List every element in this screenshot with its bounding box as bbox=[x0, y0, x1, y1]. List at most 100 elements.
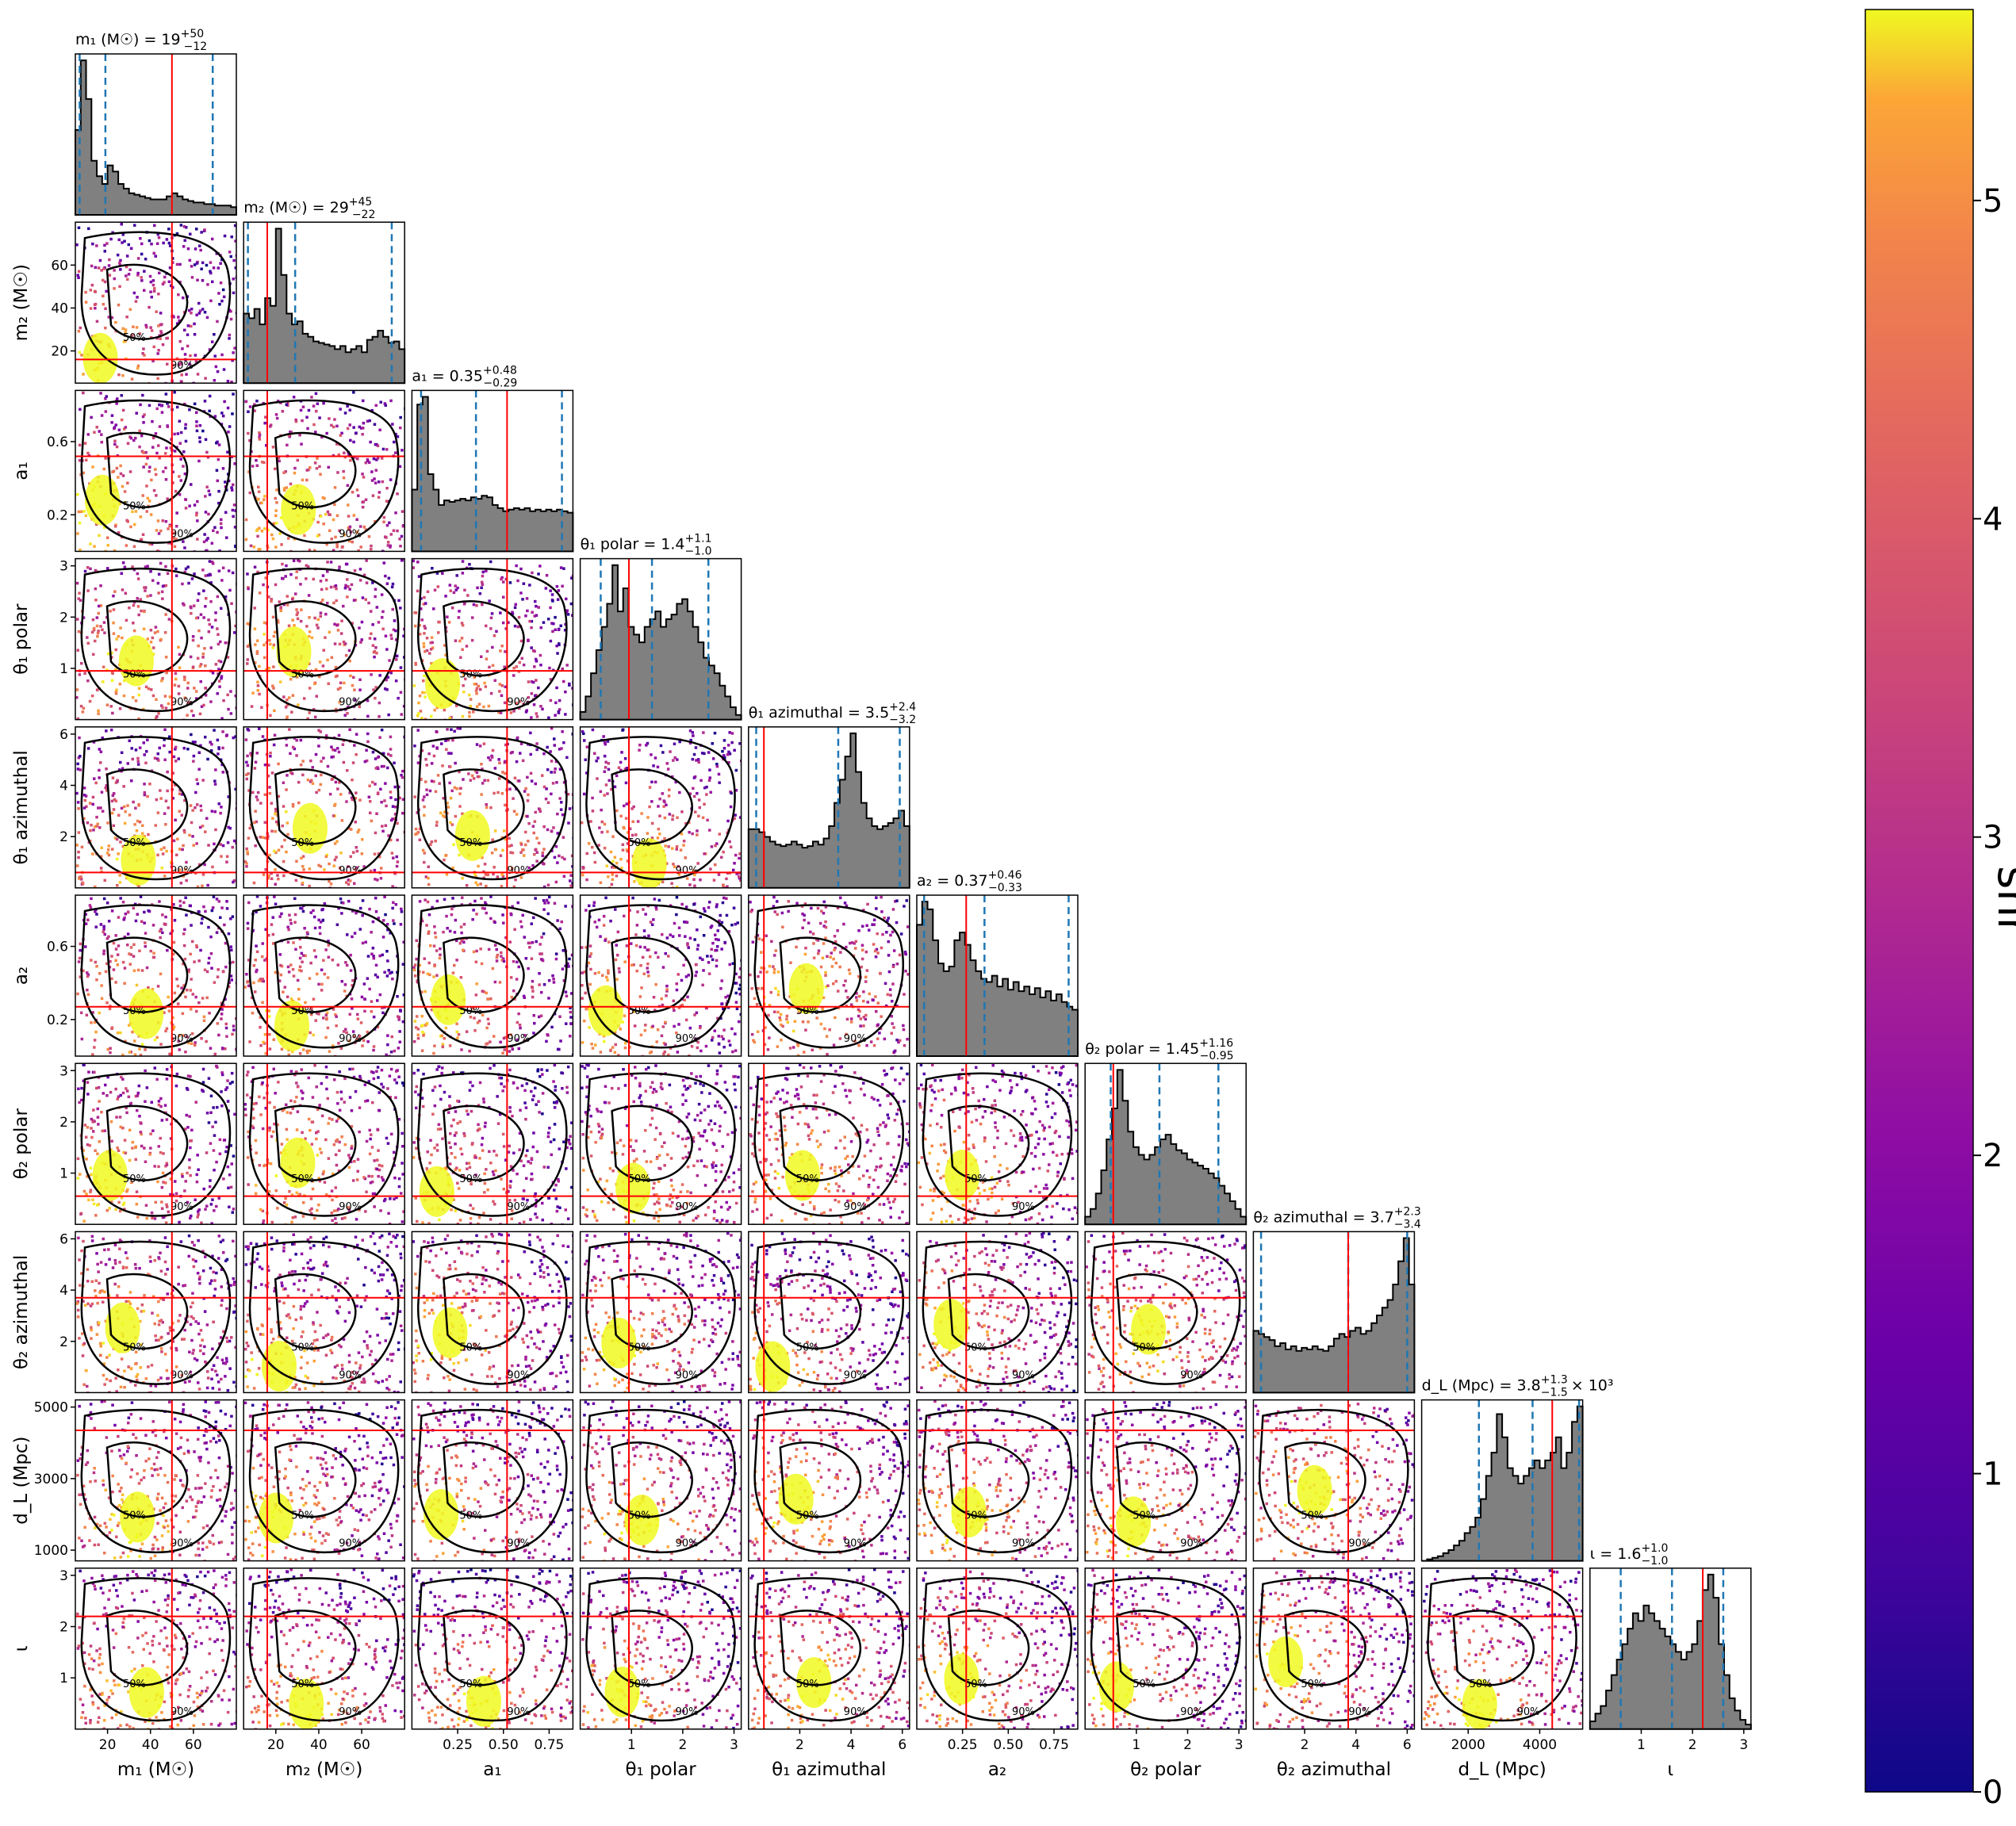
sample-point bbox=[266, 528, 270, 532]
sample-point bbox=[425, 1022, 429, 1025]
sample-point bbox=[447, 806, 450, 809]
sample-point bbox=[77, 226, 81, 229]
sample-point bbox=[652, 918, 655, 921]
sample-point bbox=[155, 798, 159, 802]
sample-point bbox=[112, 594, 115, 598]
sample-point bbox=[475, 949, 478, 953]
sample-point bbox=[233, 631, 236, 634]
scatter-points bbox=[243, 895, 405, 1056]
sample-point bbox=[79, 408, 82, 412]
sample-point bbox=[209, 951, 213, 955]
sample-point bbox=[351, 1030, 355, 1033]
sample-point bbox=[289, 482, 293, 486]
sample-point bbox=[151, 924, 155, 927]
sample-point bbox=[397, 1018, 401, 1021]
sample-point bbox=[499, 649, 502, 653]
sample-point bbox=[358, 798, 362, 802]
sample-point bbox=[529, 771, 533, 775]
sample-point bbox=[178, 475, 181, 478]
sample-point bbox=[483, 779, 486, 782]
sample-point bbox=[425, 649, 429, 653]
sample-point bbox=[132, 325, 135, 328]
sample-point bbox=[121, 327, 125, 331]
sample-point bbox=[501, 1051, 504, 1055]
sample-point bbox=[232, 879, 236, 882]
sample-point bbox=[283, 838, 286, 842]
sample-point bbox=[138, 1047, 141, 1051]
sample-point bbox=[149, 594, 152, 597]
sample-point bbox=[439, 811, 443, 815]
sample-point bbox=[266, 876, 270, 880]
sample-point bbox=[535, 660, 538, 663]
sample-point bbox=[134, 300, 138, 303]
sample-point bbox=[430, 840, 434, 844]
sample-point bbox=[533, 820, 537, 823]
sample-point bbox=[186, 714, 189, 717]
sample-point bbox=[311, 782, 315, 785]
sample-point bbox=[715, 945, 719, 948]
sample-point bbox=[361, 838, 364, 841]
sample-point bbox=[564, 622, 567, 626]
sample-point bbox=[198, 423, 202, 427]
sample-point bbox=[336, 471, 339, 474]
sample-point bbox=[565, 664, 569, 667]
sample-point bbox=[711, 958, 715, 962]
sample-point bbox=[148, 465, 151, 469]
sample-point bbox=[338, 700, 341, 704]
sample-point bbox=[688, 792, 692, 795]
sample-point bbox=[370, 931, 373, 934]
sample-point bbox=[195, 511, 198, 515]
sample-point bbox=[372, 688, 375, 691]
sample-point bbox=[204, 735, 207, 739]
sample-point bbox=[155, 242, 159, 245]
sample-point bbox=[281, 410, 285, 413]
sample-point bbox=[592, 901, 596, 904]
sample-point bbox=[456, 726, 459, 730]
sample-point bbox=[538, 810, 542, 813]
sample-point bbox=[161, 852, 165, 856]
sample-point bbox=[197, 751, 201, 754]
sample-point bbox=[420, 749, 424, 752]
sample-point bbox=[215, 469, 219, 472]
sample-point bbox=[423, 691, 426, 695]
sample-point bbox=[106, 567, 109, 570]
sample-point bbox=[166, 948, 169, 952]
sample-point bbox=[538, 653, 542, 657]
sample-point bbox=[268, 1032, 271, 1036]
sample-point bbox=[546, 801, 550, 805]
sample-point bbox=[306, 565, 310, 568]
sample-point bbox=[431, 905, 434, 909]
sample-point bbox=[263, 1033, 267, 1036]
sample-point bbox=[542, 885, 546, 888]
sample-point bbox=[195, 424, 198, 427]
sample-point bbox=[378, 491, 381, 494]
sample-point bbox=[208, 560, 212, 563]
sample-point bbox=[188, 308, 191, 312]
sample-point bbox=[451, 866, 454, 870]
sample-point bbox=[446, 927, 449, 930]
sample-point bbox=[546, 901, 550, 905]
sample-point bbox=[216, 595, 220, 599]
sample-point bbox=[143, 354, 146, 357]
sample-point bbox=[386, 928, 389, 932]
sample-point bbox=[138, 746, 142, 749]
sample-point bbox=[416, 761, 420, 764]
sample-point bbox=[146, 565, 149, 568]
sample-point bbox=[186, 687, 190, 690]
y-tick-label: 0.6 bbox=[47, 940, 68, 955]
sample-point bbox=[720, 1035, 723, 1038]
sample-point bbox=[708, 829, 711, 832]
sample-point bbox=[445, 748, 448, 751]
sample-point bbox=[696, 862, 699, 865]
sample-point bbox=[722, 896, 726, 900]
sample-point bbox=[673, 756, 676, 760]
y-tick-label: 3 bbox=[59, 559, 68, 575]
sample-point bbox=[535, 851, 538, 854]
sample-point bbox=[258, 692, 261, 696]
sample-point bbox=[230, 235, 233, 239]
sample-point bbox=[703, 752, 706, 756]
sample-point bbox=[530, 692, 534, 695]
sample-point bbox=[322, 756, 325, 760]
sample-point bbox=[738, 816, 742, 819]
sample-point bbox=[219, 843, 222, 846]
